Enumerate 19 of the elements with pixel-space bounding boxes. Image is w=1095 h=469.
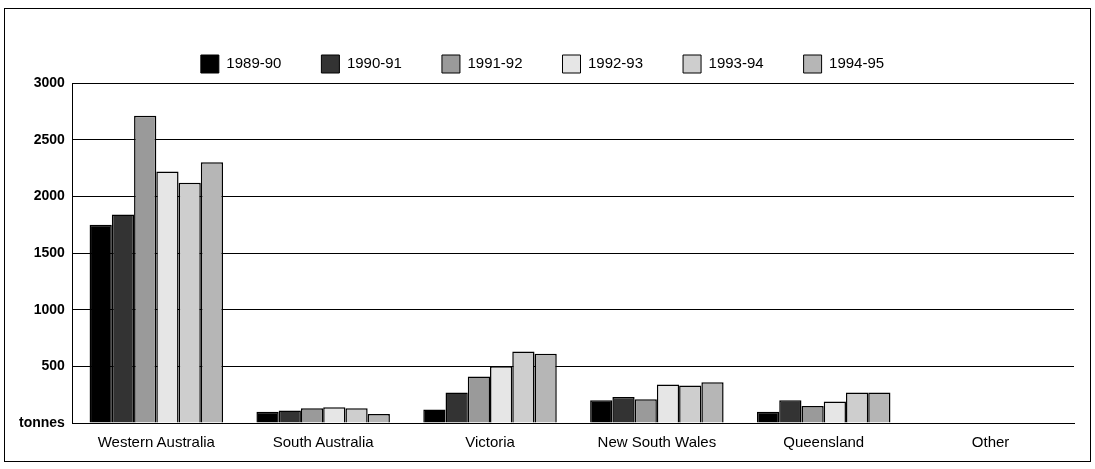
y-tick-label: tonnes [19, 413, 66, 430]
x-tick-label: New South Wales [597, 433, 717, 451]
y-tick-label: 500 [41, 357, 66, 374]
legend-label: 1989-90 [226, 54, 282, 72]
y-tick-label: 1000 [33, 300, 66, 317]
legend-label: 1990-91 [346, 54, 402, 72]
legend-label: 1993-94 [708, 54, 764, 72]
x-tick-label: South Australia [272, 433, 375, 451]
legend-label: 1994-95 [829, 54, 885, 72]
legend-label: 1991-92 [467, 54, 523, 72]
y-tick-label: 3000 [33, 73, 66, 90]
y-tick-label: 1500 [33, 243, 66, 260]
y-tick-label: 2000 [33, 187, 66, 204]
x-tick-label: Queensland [783, 433, 865, 451]
x-tick-label: Western Australia [97, 433, 216, 451]
x-tick-label: Other [971, 433, 1010, 451]
x-tick-label: Victoria [465, 433, 516, 451]
y-tick-label: 2500 [33, 130, 66, 147]
legend-label: 1992-93 [588, 54, 644, 72]
